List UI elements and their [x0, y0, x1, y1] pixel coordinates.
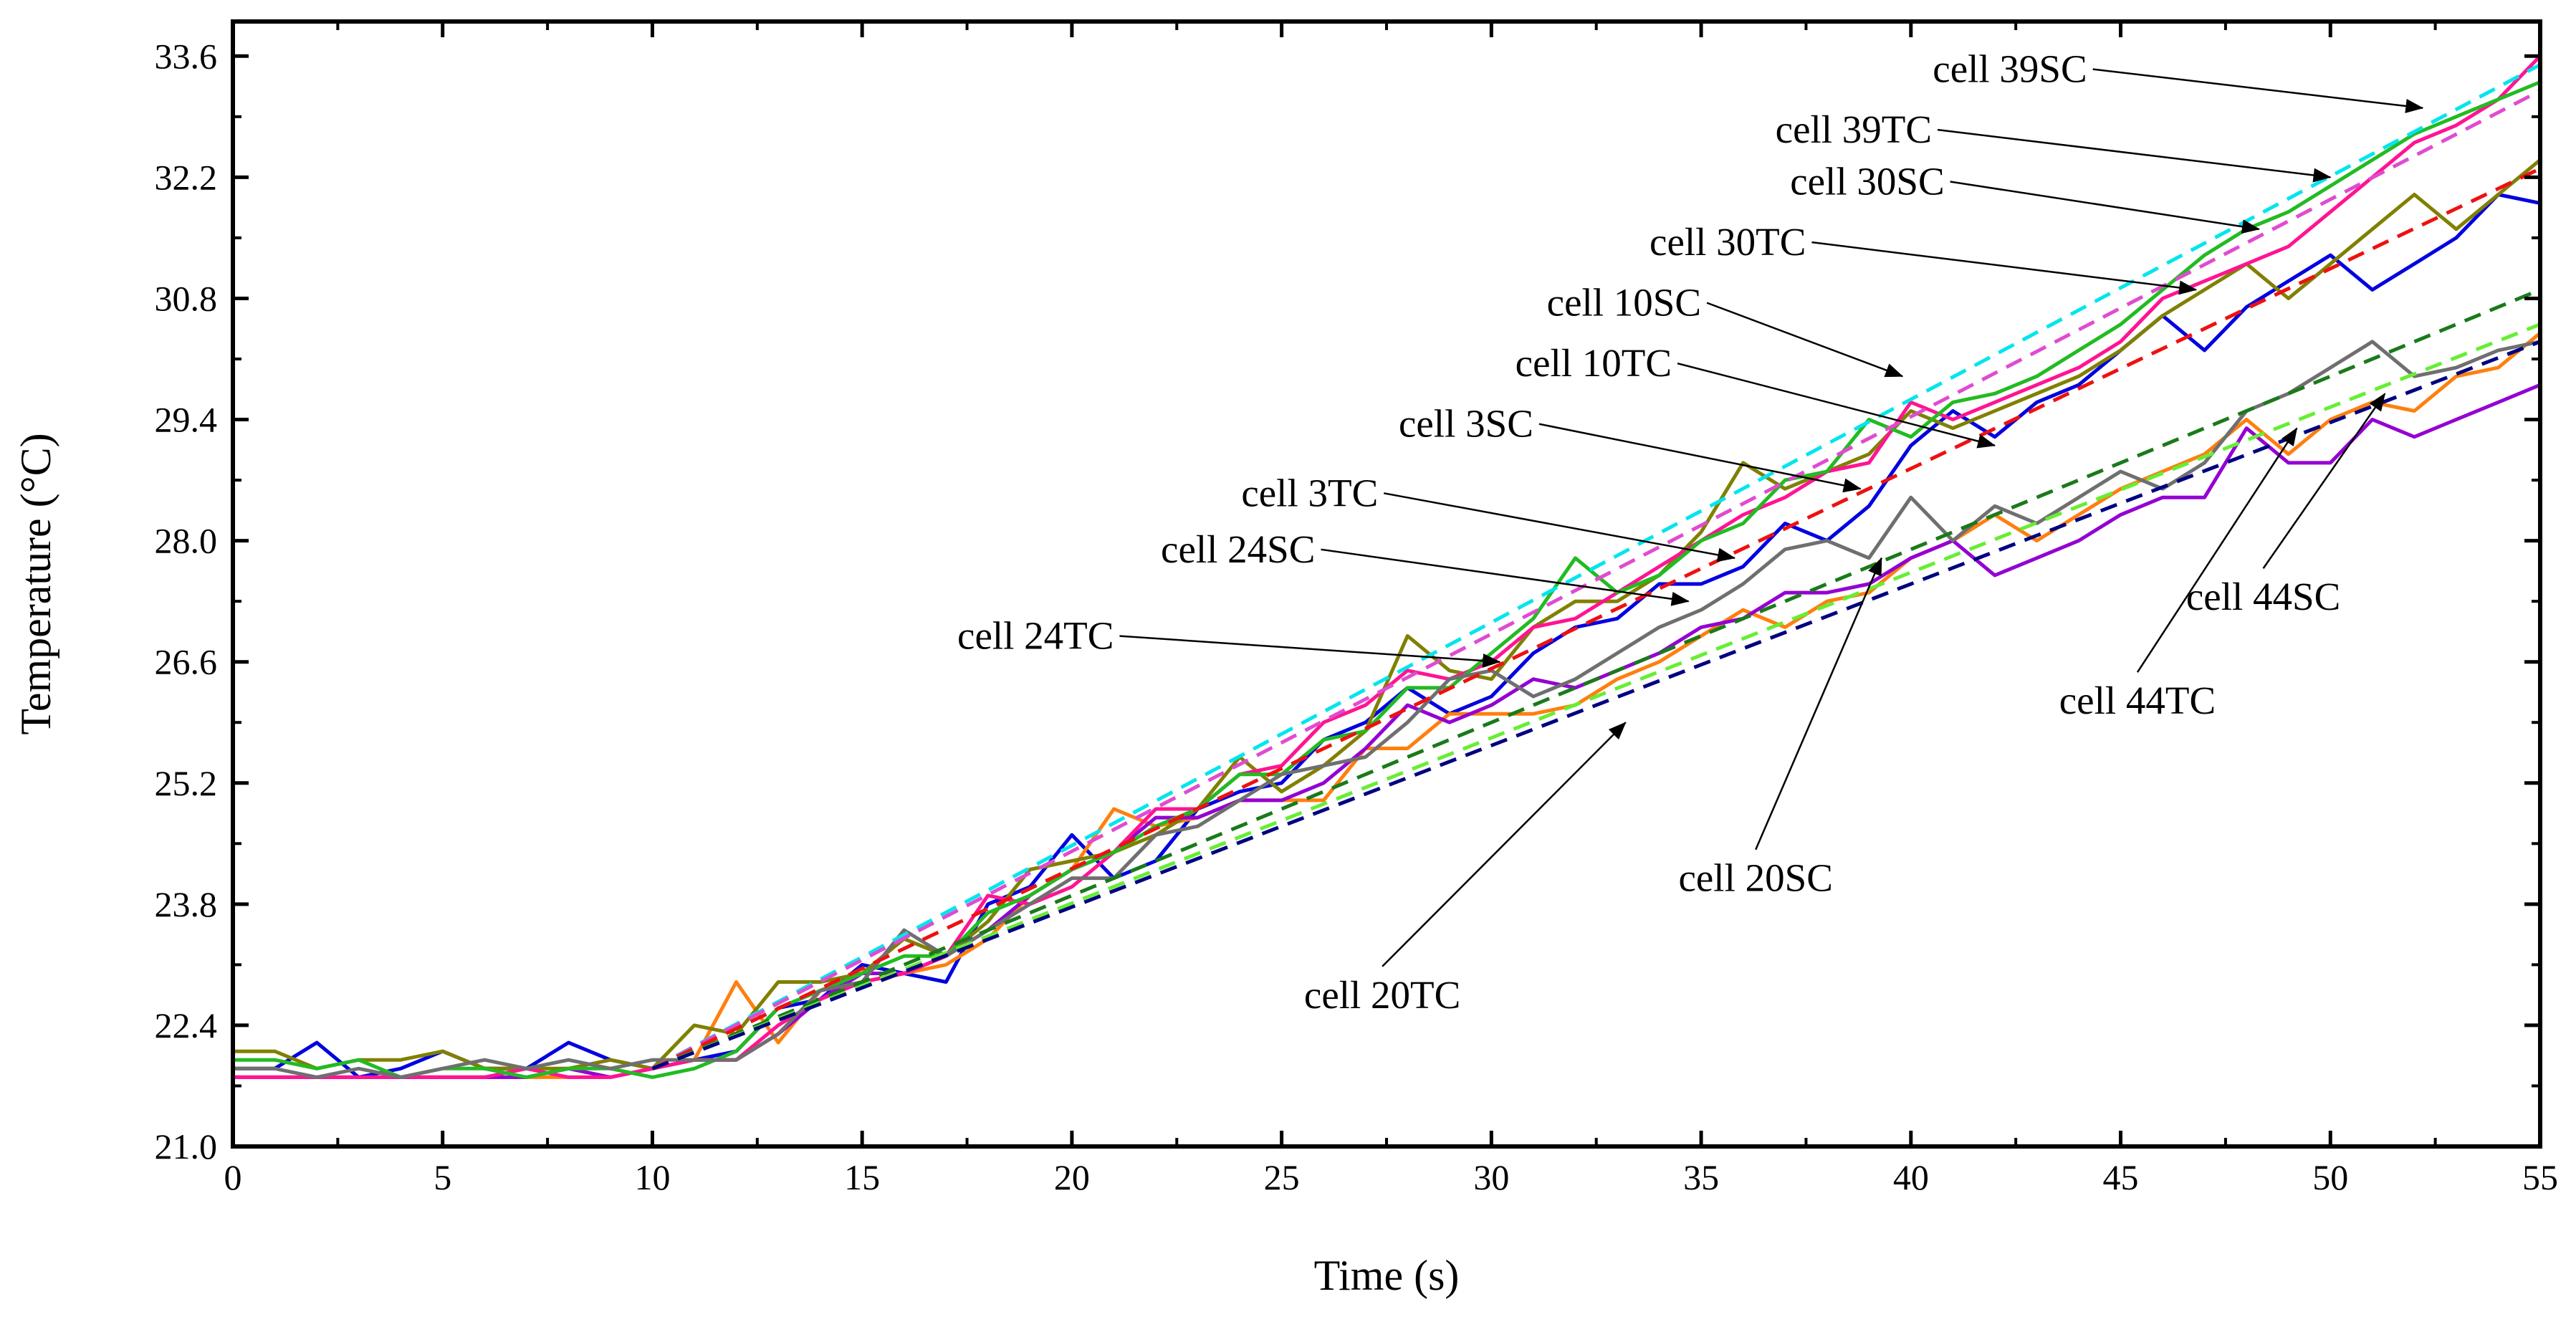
tick-layer: 0 5 10 15 20 25 30 35 40 45 50 55 21.0 22.4 23.8 25.2 26…	[155, 21, 2558, 1197]
callout-label: cell 20SC	[1678, 856, 1832, 900]
callout-arrow	[1706, 302, 1904, 378]
fit-line-1	[651, 63, 2542, 1070]
callout-label: cell 39SC	[1933, 47, 2087, 91]
fit-line-6	[651, 340, 2541, 1070]
y-axis-title: Temperature (°C)	[12, 433, 59, 734]
measured-series-line-5	[233, 54, 2542, 1079]
callout-arrow	[1538, 423, 1862, 493]
y-tick-label: 29.4	[155, 400, 218, 440]
y-tick-label: 22.4	[155, 1005, 218, 1045]
fit-layer	[651, 63, 2542, 1070]
fit-line-2	[651, 89, 2542, 1070]
x-tick-label: 30	[1473, 1157, 1509, 1197]
x-tick-label: 10	[634, 1157, 670, 1197]
callout-label: cell 20TC	[1304, 973, 1460, 1017]
y-tick-label: 30.8	[155, 278, 218, 318]
callout-arrow	[1950, 181, 2260, 234]
callout-arrow	[2262, 393, 2386, 569]
y-tick-label: 28.0	[155, 521, 218, 561]
y-tick-label: 25.2	[155, 763, 218, 803]
callout-arrow	[1119, 635, 1501, 669]
callout-label: cell 10TC	[1516, 341, 1672, 385]
callout-label: cell 30TC	[1649, 220, 1806, 264]
callout-arrow	[1382, 722, 1627, 967]
y-tick-label: 21.0	[155, 1126, 218, 1167]
x-tick-label: 50	[2312, 1157, 2348, 1197]
callout-arrow	[1321, 548, 1690, 606]
x-tick-label: 25	[1264, 1157, 1300, 1197]
callout-arrow	[1677, 362, 1996, 449]
x-tick-label: 5	[434, 1157, 451, 1197]
x-tick-label: 0	[224, 1157, 242, 1197]
callout-arrow	[2136, 427, 2298, 673]
fit-line-5	[651, 322, 2541, 1070]
measured-series-line-7	[233, 340, 2541, 1079]
callout-arrow	[1755, 557, 1882, 851]
x-axis-title: Time (s)	[1314, 1252, 1460, 1299]
y-tick-label: 23.8	[155, 884, 218, 924]
fit-line-4	[651, 288, 2541, 1070]
callout-label: cell 44TC	[2059, 679, 2216, 722]
callout-label: cell 3SC	[1399, 402, 1533, 446]
callout-label: cell 10SC	[1547, 281, 1701, 325]
callout-arrow	[1384, 492, 1736, 562]
x-tick-label: 45	[2103, 1157, 2139, 1197]
callout-arrow	[2092, 68, 2424, 113]
callout-label: cell 3TC	[1241, 471, 1378, 514]
measured-series-line-6	[233, 80, 2541, 1079]
y-tick-label: 32.2	[155, 157, 218, 197]
callout-label: cell 30SC	[1790, 160, 1944, 203]
x-tick-label: 20	[1054, 1157, 1090, 1197]
callout-arrow	[1811, 241, 2198, 295]
measured-series-line-1	[233, 193, 2541, 1079]
fit-line-3	[651, 167, 2542, 1070]
series-layer	[233, 54, 2542, 1079]
x-tick-label: 15	[844, 1157, 880, 1197]
callout-label: cell 39TC	[1776, 107, 1932, 151]
measured-series-line-3	[233, 158, 2542, 1070]
y-tick-label: 33.6	[155, 36, 218, 76]
callout-label: cell 24TC	[957, 614, 1114, 658]
y-tick-label: 26.6	[155, 642, 218, 682]
callout-label: cell 24SC	[1161, 527, 1315, 571]
x-tick-label: 55	[2522, 1157, 2558, 1197]
x-tick-label: 35	[1683, 1157, 1719, 1197]
x-tick-label: 40	[1893, 1157, 1929, 1197]
callout-label: cell 44SC	[2186, 575, 2340, 618]
callout-arrow	[1937, 128, 2332, 183]
